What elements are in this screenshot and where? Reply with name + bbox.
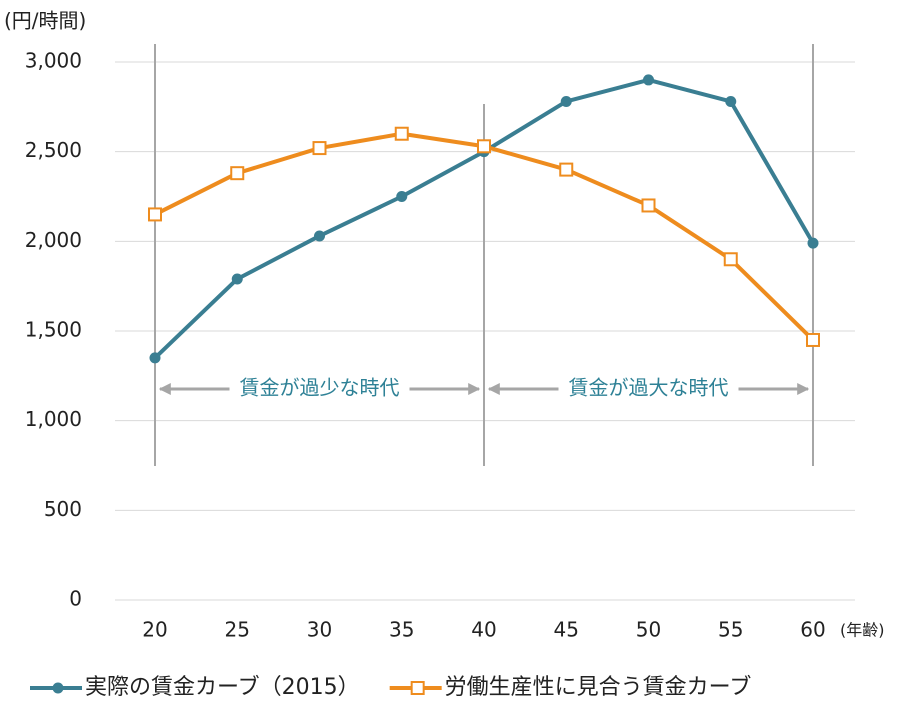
y-tick-label: 3,000 [25,49,82,73]
data-point [396,191,408,202]
x-axis-label: (年齢) [840,621,885,640]
data-point [643,74,654,86]
y-tick-label: 500 [44,497,82,521]
data-point [725,95,737,107]
x-tick-label: 45 [554,618,579,642]
x-tick-label: 60 [800,618,825,642]
y-tick-label: 0 [69,587,82,611]
data-point [149,352,161,364]
y-tick-label: 1,500 [25,318,82,342]
data-point [641,198,656,213]
y-tick-label: 1,000 [25,407,82,431]
data-point [807,237,819,249]
x-tick-label: 40 [471,618,496,642]
legend-marker [52,682,64,694]
x-tick-label: 35 [389,618,414,642]
legend-label: 実際の賃金カーブ（2015） [85,675,360,700]
x-tick-label: 30 [307,618,332,642]
data-point [312,141,327,156]
x-tick-label: 20 [142,618,167,642]
data-point [806,332,820,347]
x-tick-label: 50 [636,618,661,642]
data-point [231,273,243,285]
data-point [477,139,491,154]
legend-marker [410,681,425,695]
data-point [314,230,325,242]
y-tick-label: 2,000 [25,228,82,252]
data-point [560,95,572,107]
annotation: 賃金が過少な時代 [240,376,400,400]
y-tick-label: 2,500 [25,138,82,162]
data-point [394,126,409,141]
x-tick-label: 55 [718,618,743,642]
data-point [148,207,162,222]
data-point [723,252,738,267]
x-tick-label: 25 [225,618,250,642]
legend-label: 労働生産性に見合う賃金カーブ [445,675,752,700]
y-axis-label: (円/時間) [4,9,86,33]
data-point [559,162,574,177]
annotation: 賃金が過大な時代 [569,376,729,400]
data-point [230,166,245,181]
